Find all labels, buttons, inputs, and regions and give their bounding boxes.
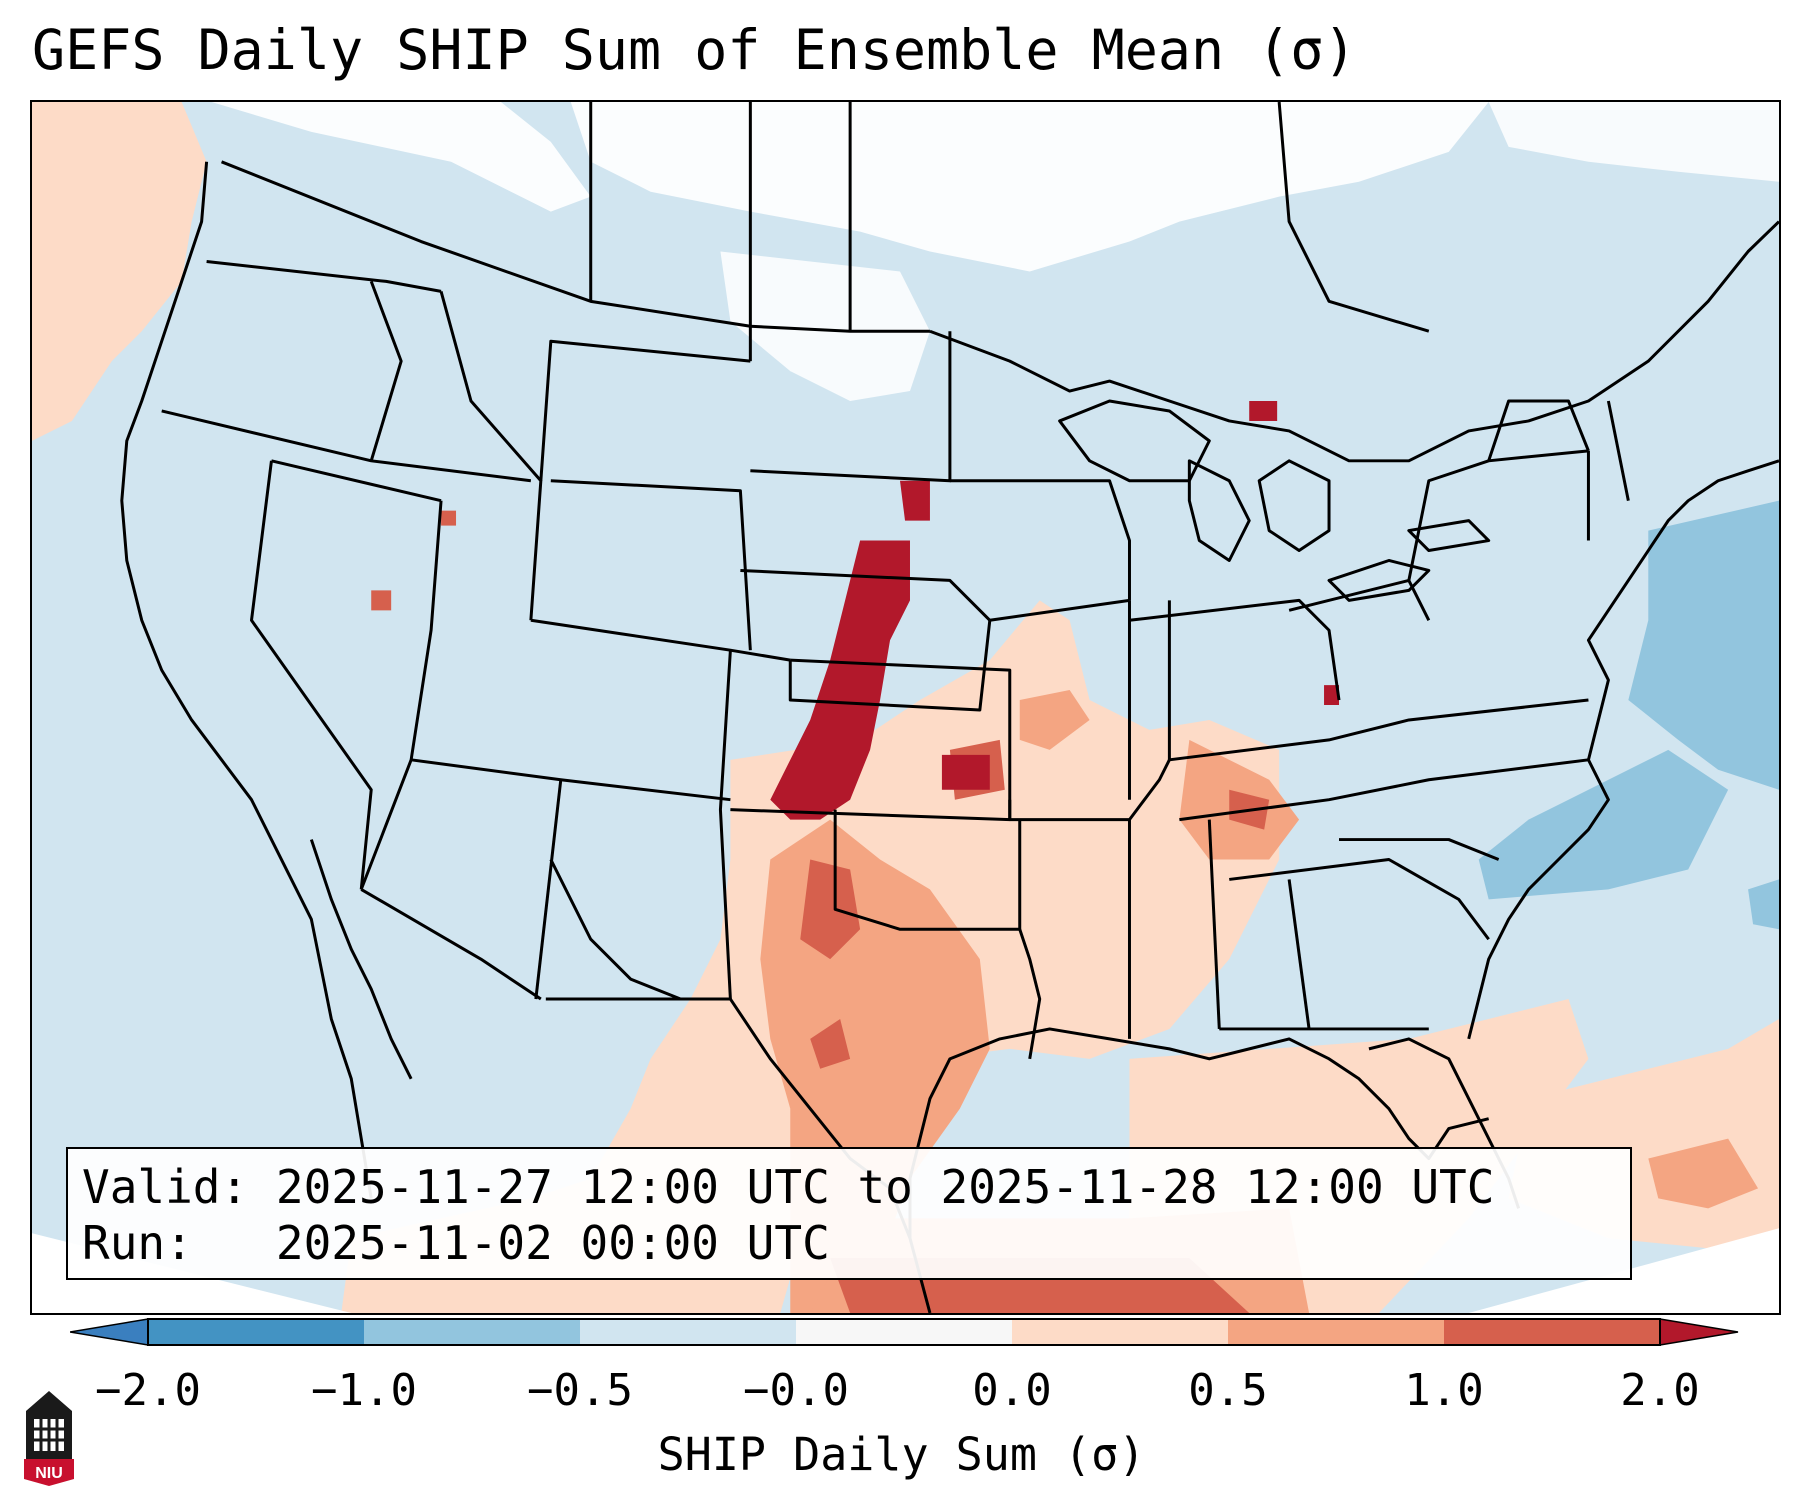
- colorbar-extend-low: [70, 1318, 149, 1346]
- colorbar-segment-7: [1444, 1319, 1660, 1345]
- ship-anomaly-map: [32, 102, 1779, 1313]
- colorbar-tick-label: 1.0: [1404, 1365, 1484, 1416]
- run-label: Run:: [82, 1216, 193, 1270]
- colorbar-tick-label: 0.5: [1188, 1365, 1268, 1416]
- colorbar-extend-high: [1659, 1318, 1739, 1346]
- background-shading: [32, 102, 1779, 1313]
- colorbar-tick-label: −0.5: [527, 1365, 633, 1416]
- run-row: Run: 2025-11-02 00:00 UTC: [82, 1215, 1616, 1271]
- valid-label: Valid:: [82, 1160, 249, 1214]
- niu-logo: NIU: [24, 1391, 74, 1486]
- colorbar-tick-label: 0.0: [972, 1365, 1052, 1416]
- colorbar-segment-6: [1228, 1319, 1444, 1345]
- colorbar-segment-4: [796, 1319, 1012, 1345]
- colorbar-tick-label: −0.0: [743, 1365, 849, 1416]
- colorbar: [70, 1318, 1739, 1346]
- valid-row: Valid: 2025-11-27 12:00 UTC to 2025-11-2…: [82, 1159, 1616, 1215]
- valid-value: 2025-11-27 12:00 UTC to 2025-11-28 12:00…: [275, 1160, 1495, 1214]
- colorbar-segment-2: [364, 1319, 580, 1345]
- colorbar-label: SHIP Daily Sum (σ): [657, 1428, 1146, 1481]
- map-panel: [30, 100, 1781, 1315]
- valid-run-info-box: Valid: 2025-11-27 12:00 UTC to 2025-11-2…: [66, 1147, 1632, 1280]
- colorbar-segment-1: [148, 1319, 364, 1345]
- colorbar-segment-5: [1012, 1319, 1228, 1345]
- run-value: 2025-11-02 00:00 UTC: [275, 1216, 830, 1270]
- colorbar-tick-label: 2.0: [1620, 1365, 1700, 1416]
- colorbar-tick-label: −2.0: [95, 1365, 201, 1416]
- niu-logo-text: NIU: [35, 1465, 63, 1482]
- map-title: GEFS Daily SHIP Sum of Ensemble Mean (σ): [32, 18, 1357, 82]
- colorbar-segment-3: [580, 1319, 796, 1345]
- colorbar-tick-label: −1.0: [311, 1365, 417, 1416]
